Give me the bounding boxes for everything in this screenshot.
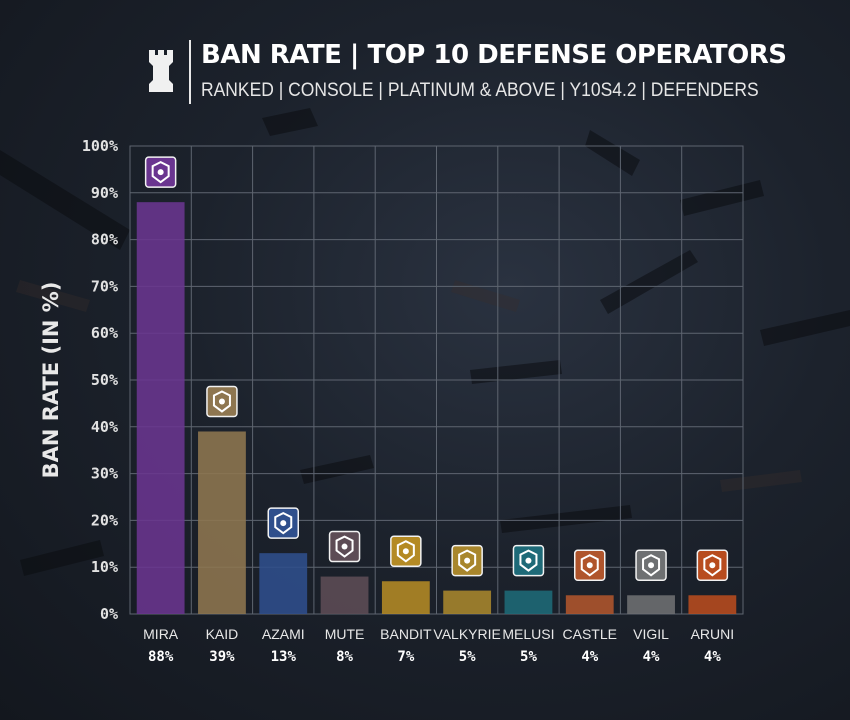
bandit-icon	[390, 535, 422, 567]
y-axis-ticks: 0% 10% 20% 30% 40% 50% 60% 70% 80% 90% 100%	[82, 137, 118, 623]
x-tick-label: MELUSI	[502, 626, 554, 642]
x-tick-label: VIGIL	[633, 626, 669, 642]
mute-icon	[328, 530, 361, 563]
bars	[136, 202, 737, 614]
vigil-icon	[635, 549, 667, 582]
bar-aruni	[688, 595, 737, 614]
x-tick-label: AZAMI	[262, 626, 305, 642]
y-tick-label: 60%	[91, 324, 118, 342]
data-label: 88%	[148, 649, 174, 665]
castle-icon	[574, 549, 606, 582]
x-tick-label: KAID	[206, 626, 239, 642]
aruni-icon	[696, 549, 729, 582]
valkyrie-icon	[451, 544, 483, 577]
bar-kaid	[198, 431, 246, 614]
header-divider	[189, 40, 191, 104]
y-tick-label: 80%	[91, 231, 118, 249]
data-label: 13%	[271, 649, 297, 665]
bar-valkyrie	[443, 590, 492, 614]
x-tick-label: VALKYRIE	[433, 626, 500, 642]
y-tick-label: 50%	[91, 371, 118, 389]
data-label: 4%	[643, 649, 660, 665]
x-tick-label: MUTE	[325, 626, 365, 642]
x-tick-label: BANDIT	[380, 626, 432, 642]
bar-bandit	[381, 581, 430, 614]
x-tick-label: ARUNI	[691, 626, 735, 642]
operator-icons	[144, 156, 729, 582]
bar-mute	[320, 576, 369, 614]
kaid-icon	[206, 385, 238, 418]
bar-castle	[565, 595, 614, 614]
mira-icon	[144, 156, 177, 188]
bar-vigil	[627, 595, 675, 614]
x-tick-label: MIRA	[143, 626, 179, 642]
y-tick-label: 70%	[91, 277, 118, 295]
y-tick-label: 30%	[91, 465, 118, 483]
data-label: 39%	[209, 649, 235, 665]
y-tick-label: 100%	[82, 137, 118, 155]
y-axis-label: BAN RATE (IN %)	[39, 282, 63, 479]
y-tick-label: 10%	[91, 558, 118, 576]
y-tick-label: 0%	[100, 605, 118, 623]
x-tick-label: CASTLE	[563, 626, 617, 642]
y-tick-label: 20%	[91, 511, 118, 529]
data-label: 7%	[397, 649, 414, 665]
bar-mira	[136, 202, 185, 614]
azami-icon	[267, 507, 299, 539]
melusi-icon	[512, 544, 545, 577]
data-label: 4%	[704, 649, 721, 665]
data-label: 8%	[336, 649, 353, 665]
rook-tower-icon	[149, 50, 173, 92]
x-axis-labels: MIRA 88% KAID 39% AZAMI 13% MUTE 8% BANDIT 7% VALK…	[143, 626, 734, 665]
y-tick-label: 90%	[91, 184, 118, 202]
chart-subtitle: RANKED | CONSOLE | PLATINUM & ABOVE | Y1…	[201, 80, 759, 101]
data-label: 5%	[520, 649, 537, 665]
data-label: 4%	[581, 649, 598, 665]
chart-title: BAN RATE | TOP 10 DEFENSE OPERATORS	[201, 40, 787, 70]
bar-melusi	[504, 590, 553, 614]
bar-azami	[259, 553, 308, 614]
data-label: 5%	[459, 649, 476, 665]
y-tick-label: 40%	[91, 418, 118, 436]
